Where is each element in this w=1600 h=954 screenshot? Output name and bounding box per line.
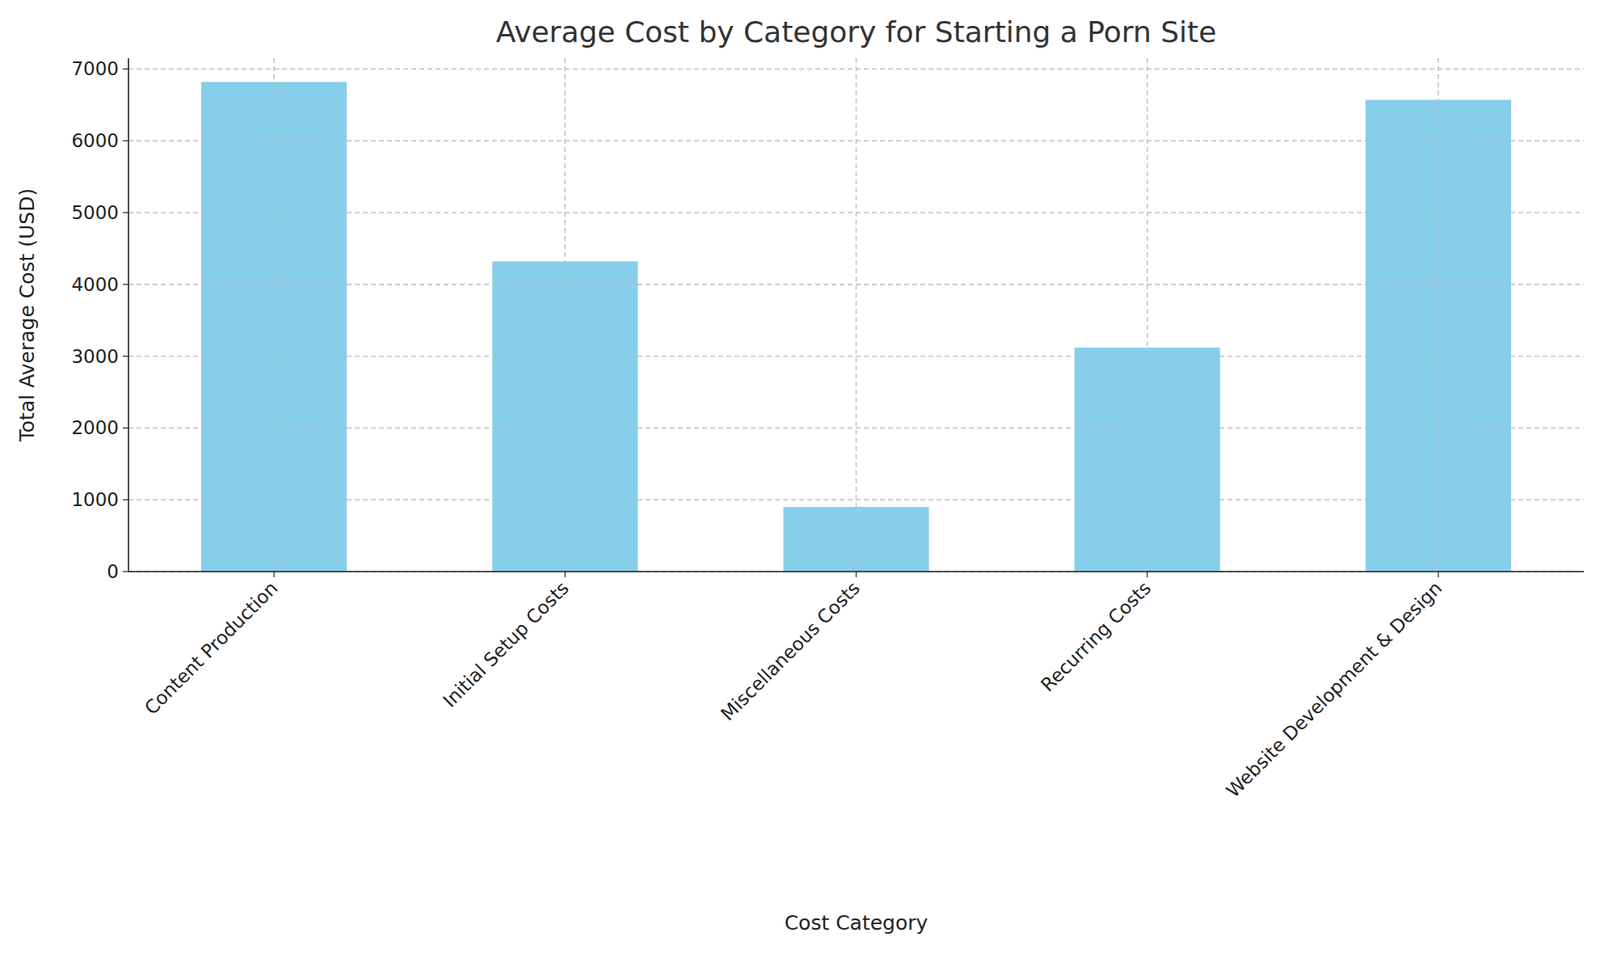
x-tick-label: Recurring Costs [1036,576,1155,695]
x-tick [855,571,857,577]
grid-line [128,427,1584,429]
grid-line [128,68,1584,70]
grid-line [128,211,1584,213]
x-tick-label: Website Development & Design [1221,576,1446,801]
y-tick-label: 3000 [71,345,119,367]
grid-line [128,283,1584,285]
grid-line [1437,58,1439,572]
grid-line [128,570,1584,572]
grid-line [128,499,1584,501]
y-tick [122,355,129,357]
grid-line [128,211,1584,213]
y-tick-label: 2000 [71,416,119,438]
grid-line [855,58,857,572]
y-axis-line [127,58,130,572]
x-tick [1146,571,1148,577]
grid-line [128,355,1584,357]
chart-svg: 0 1000 2000 3000 4000 5000 6000 7000 Content Pro… [0,0,1600,954]
y-tick [122,68,129,70]
x-tick-label: Content Production [140,576,283,719]
y-tick [122,570,129,572]
grid-line [564,58,566,572]
grid-line [128,283,1584,285]
y-tick-label: 0 [106,560,119,582]
grid-line [855,58,857,572]
y-tick-label: 1000 [71,488,119,510]
grid-line [128,139,1584,141]
y-axis-label: Total Average Cost (USD) [15,188,39,443]
y-tick-label: 5000 [71,202,119,224]
y-tick [122,283,129,285]
y-tick-label: 4000 [71,273,119,295]
grid-line [128,570,1584,572]
y-tick [122,499,129,501]
x-tick-label: Initial Setup Costs [438,576,573,712]
y-tick [122,211,129,213]
x-tick [273,571,274,577]
title: Average Cost by Category for Starting a … [496,15,1217,49]
grid-line [273,58,274,572]
x-axis-line [128,570,1584,573]
x-tick [564,571,566,577]
grid-line [128,427,1584,429]
grid-line [128,68,1584,70]
x-axis-label: Cost Category [784,910,929,935]
x-tick [1437,571,1439,577]
grid-line [128,139,1584,141]
y-tick-label: 7000 [71,58,119,80]
x-tick-label: Miscellaneous Costs [716,576,864,725]
y-tick [122,139,129,141]
grid-line [1146,58,1148,572]
grid-line [128,355,1584,357]
grid-line [128,499,1584,501]
y-tick-label: 6000 [71,130,119,152]
chart-container: 0 1000 2000 3000 4000 5000 6000 7000 Content Pro… [0,0,1600,954]
y-tick [122,427,129,429]
